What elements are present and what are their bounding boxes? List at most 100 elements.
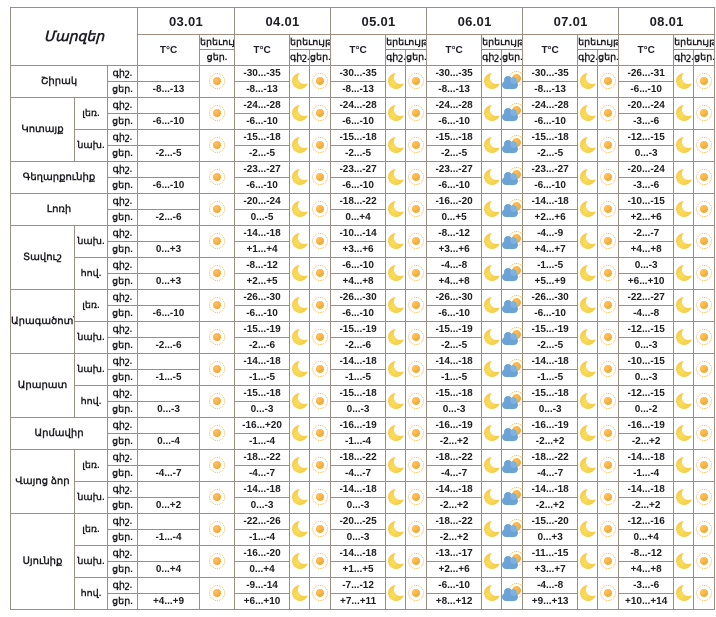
moon-icon <box>483 455 501 474</box>
region-name: Վայոց ձոր <box>10 449 75 514</box>
sun-icon <box>407 488 425 506</box>
day-row: ցեր. -2...-5 -2...-5 -2...-5 -2...-5 -2...-5 0… <box>11 145 715 162</box>
sun-cloud-cloud-part <box>502 459 519 473</box>
phenomenon-cell <box>673 97 695 130</box>
night-row: նախ. գիշ. -15...-19 -15...-19 -15...-19 -15..… <box>11 321 716 354</box>
phenomenon-cell <box>199 129 236 162</box>
moon-icon <box>387 423 405 442</box>
moon-icon <box>675 231 693 250</box>
phenomenon-cell <box>597 417 620 450</box>
day-temp-cell: -1...-5 <box>426 369 483 386</box>
sun-icon <box>695 456 713 474</box>
night-temp-cell <box>137 65 201 82</box>
row-label-day: ցեր. <box>106 401 139 418</box>
sun-icon <box>599 104 617 122</box>
sun-icon <box>311 488 329 506</box>
moon-icon <box>387 327 405 346</box>
day-temp-cell: 0...-4 <box>137 433 201 450</box>
phenomenon-cell <box>597 65 620 98</box>
day-col-header: ցեր. <box>597 49 620 66</box>
night-temp-cell: -15...-18 <box>426 385 483 402</box>
phenomenon-cell <box>673 257 695 290</box>
day-temp-cell: -6...-10 <box>330 305 387 322</box>
night-temp-cell <box>137 417 201 434</box>
night-temp-cell: -4...-8 <box>426 257 483 274</box>
moon-icon <box>387 199 405 218</box>
night-row: Արմավիր գիշ. -16...+20 -16...-19 -16...-19 -1… <box>10 417 716 450</box>
night-temp-cell <box>137 577 201 594</box>
phenomenon-cell <box>693 129 716 162</box>
region-name: Գեղարքունիք <box>10 161 108 194</box>
sun-icon <box>407 168 425 186</box>
sun-icon <box>311 552 329 570</box>
phenomenon-cell <box>309 225 332 258</box>
sun-icon <box>208 584 226 602</box>
phenomenon-cell <box>309 449 332 482</box>
night-temp-cell <box>137 129 201 146</box>
phenomenon-cell <box>289 417 311 450</box>
night-temp-cell: -15...-18 <box>330 129 387 146</box>
day-temp-cell: +1...+4 <box>234 241 291 258</box>
moon-icon <box>675 583 693 602</box>
sun-cloud-cloud-part <box>502 587 519 601</box>
region-name: Սյունիք <box>10 513 75 610</box>
phenomenon-cell <box>577 481 599 514</box>
sun-cloud-icon <box>502 550 522 570</box>
sun-icon <box>695 360 713 378</box>
night-temp-cell: -24...-28 <box>522 97 579 114</box>
phenomenon-cell <box>597 97 620 130</box>
phenomenon-cell <box>673 353 695 386</box>
phenomenon-cell <box>405 449 428 482</box>
sun-icon <box>599 168 617 186</box>
phenomenon-cell <box>405 385 428 418</box>
zone-label: նախ. <box>74 353 108 386</box>
night-temp-cell: -20...-25 <box>330 513 387 530</box>
night-temp-cell <box>137 353 201 370</box>
sun-icon <box>599 200 617 218</box>
phenomenon-cell <box>385 449 407 482</box>
night-temp-cell: -30...-35 <box>234 65 291 82</box>
night-temp-cell: -18...-22 <box>234 449 291 466</box>
sun-icon <box>695 200 713 218</box>
phenomenon-cell <box>673 193 695 226</box>
night-row: հով. գիշ. -9...-14 -7...-12 -6...-10 -4...-8 -… <box>11 577 716 610</box>
night-temp-cell: -12...-16 <box>618 513 675 530</box>
night-temp-cell: -10...-15 <box>618 193 675 210</box>
sun-cloud-cloud-part <box>502 395 519 409</box>
temp-unit-header: T°C <box>522 34 579 66</box>
night-temp-cell: -14...-18 <box>234 481 291 498</box>
row-label-night: գիշ. <box>106 193 139 210</box>
row-label-day: ցեր. <box>106 465 139 482</box>
row-label-day: ցեր. <box>106 177 139 194</box>
sun-icon <box>407 264 425 282</box>
moon-icon <box>291 103 309 122</box>
sun-icon <box>599 424 617 442</box>
phenomenon-cell <box>673 417 695 450</box>
moon-icon <box>291 295 309 314</box>
night-temp-cell: -15...-18 <box>330 385 387 402</box>
day-temp-cell: -1...-5 <box>522 369 579 386</box>
day-row: ցեր. 0...+4 0...+4 +1...+5 +2...+6 +3...+7 +4.… <box>11 561 715 578</box>
row-label-day: ցեր. <box>106 529 139 546</box>
night-temp-cell <box>137 513 201 530</box>
moon-icon <box>579 551 597 570</box>
night-temp-cell: -23...-27 <box>426 161 483 178</box>
night-temp-cell: -14...-18 <box>330 353 387 370</box>
phenomenon-cell <box>405 129 428 162</box>
night-temp-cell: -10...-14 <box>330 225 387 242</box>
night-temp-cell: -9...-14 <box>234 577 291 594</box>
night-col-header: գիշ. <box>481 49 503 66</box>
night-temp-cell: -16...-20 <box>234 545 291 562</box>
phenomenon-cell <box>673 225 695 258</box>
night-temp-cell: -22...-26 <box>234 513 291 530</box>
phenomenon-cell <box>385 129 407 162</box>
night-temp-cell <box>137 193 201 210</box>
day-temp-cell: -1...-5 <box>234 369 291 386</box>
sun-icon <box>407 520 425 538</box>
night-row: Արարատ նախ. գիշ. -14...-18 -14...-18 -14...-1… <box>10 353 716 418</box>
moon-icon <box>387 71 405 90</box>
day-temp-cell: -1...-4 <box>330 433 387 450</box>
day-temp-cell: 0...+3 <box>137 241 201 258</box>
moon-icon <box>483 167 501 186</box>
night-temp-cell: -20...-24 <box>234 193 291 210</box>
